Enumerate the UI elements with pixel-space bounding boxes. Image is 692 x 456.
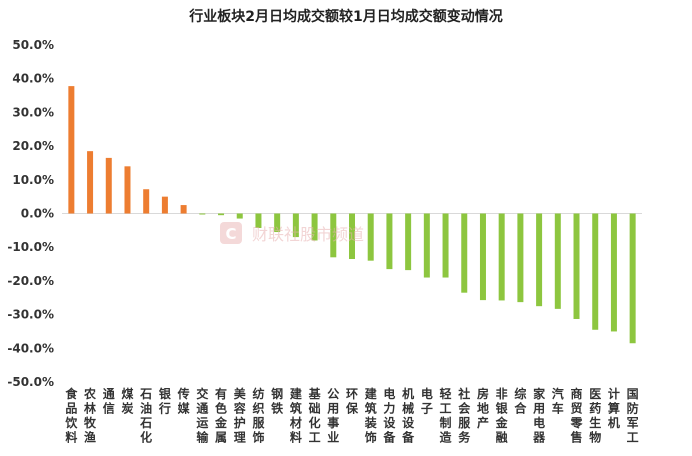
- y-axis: 50.0% 40.0% 30.0% 20.0% 10.0% 0.0% -10.0% -20.0…: [7, 38, 54, 389]
- bar-环保: [349, 213, 355, 259]
- x-tick-label: 公用事业: [326, 387, 339, 445]
- bar-机械设备: [405, 213, 412, 271]
- x-tick-label: 美容护理: [233, 386, 247, 445]
- x-tick-label: 社会服务: [457, 386, 471, 445]
- bar-国防军工: [629, 213, 636, 344]
- y-tick-label: -20.0%: [7, 274, 54, 288]
- bar-商贸零售: [573, 213, 580, 319]
- bar-非银金融: [498, 213, 505, 301]
- bar-建筑装饰: [367, 213, 374, 261]
- y-tick-label: 40.0%: [12, 72, 54, 86]
- bar-银行: [161, 196, 168, 214]
- x-tick-label: 计算机: [608, 386, 620, 430]
- x-tick-label: 汽车: [552, 386, 564, 416]
- x-tick-label: 非银金融: [495, 386, 509, 445]
- bar-基础化工: [311, 213, 318, 241]
- bar-社会服务: [461, 213, 468, 293]
- y-tick-label: -30.0%: [7, 308, 54, 322]
- x-tick-label: 煤炭: [121, 386, 133, 416]
- watermark-badge-letter: C: [225, 225, 236, 243]
- x-tick-label: 国防军工: [627, 387, 639, 445]
- x-tick-label: 家用电器: [532, 386, 546, 445]
- x-tick-label: 电子: [421, 386, 433, 416]
- bar-家用电器: [536, 213, 543, 307]
- bar-石油石化: [143, 189, 150, 214]
- y-tick-label: 20.0%: [12, 139, 54, 153]
- bar-电子: [423, 213, 430, 278]
- bar-电力设备: [386, 213, 393, 270]
- bar-钢铁: [274, 213, 281, 233]
- x-tick-label: 房地产: [477, 386, 489, 430]
- bar-医药生物: [592, 213, 599, 330]
- watermark-text: 财联社股市频道: [252, 225, 364, 244]
- x-tick-label: 食品饮料: [64, 386, 78, 445]
- y-tick-label: -50.0%: [7, 375, 54, 389]
- y-tick-label: 0.0%: [21, 207, 54, 221]
- x-tick-label: 电力设备: [382, 386, 396, 445]
- x-tick-label: 纺织服饰: [252, 386, 265, 445]
- x-tick-label: 医药生物: [589, 387, 601, 445]
- x-tick-label: 环保: [345, 387, 359, 416]
- bar-交通运输: [199, 213, 206, 215]
- x-tick-label: 机械设备: [401, 386, 415, 445]
- x-tick-label: 轻工制造: [440, 386, 453, 445]
- x-axis: 食品饮料农林牧渔通信煤炭石油石化银行传媒交通运输有色金属美容护理纺织服饰钢铁建筑…: [64, 386, 638, 445]
- y-tick-label: 30.0%: [12, 105, 54, 119]
- bar-煤炭: [124, 166, 131, 214]
- x-tick-label: 商贸零售: [570, 386, 584, 445]
- bar-计算机: [610, 213, 617, 332]
- x-tick-label: 综合: [514, 386, 527, 416]
- bars: [68, 86, 636, 344]
- bar-农林牧渔: [87, 151, 94, 214]
- x-tick-label: 农林牧渔: [83, 386, 97, 445]
- x-tick-label: 传媒: [177, 386, 191, 416]
- bar-通信: [105, 157, 112, 214]
- bar-美容护理: [236, 213, 243, 219]
- x-tick-label: 基础化工: [308, 386, 322, 445]
- bar-有色金属: [218, 213, 225, 216]
- y-tick-label: -40.0%: [7, 341, 54, 355]
- x-tick-label: 银行: [158, 386, 172, 416]
- y-tick-label: -10.0%: [7, 240, 54, 254]
- bar-建筑材料: [292, 213, 299, 238]
- bar-食品饮料: [68, 86, 75, 214]
- watermark-badge-icon: [220, 222, 242, 244]
- bar-汽车: [554, 213, 561, 309]
- chart-title: 行业板块2月日均成交额较1月日均成交额变动情况: [188, 8, 502, 25]
- x-tick-label: 建筑材料: [289, 386, 303, 445]
- bar-公用事业: [330, 213, 337, 258]
- bar-纺织服饰: [255, 213, 262, 228]
- x-tick-label: 有色金属: [214, 386, 228, 445]
- x-tick-label: 钢铁: [271, 386, 283, 416]
- watermark: C 财联社股市频道: [220, 222, 364, 244]
- x-tick-label: 通信: [103, 386, 115, 416]
- x-tick-label: 石油石化: [139, 387, 152, 445]
- y-tick-label: 10.0%: [12, 173, 54, 187]
- y-tick-label: 50.0%: [12, 38, 54, 52]
- x-tick-label: 交通运输: [196, 386, 209, 445]
- bar-轻工制造: [442, 213, 449, 278]
- bar-综合: [517, 213, 524, 303]
- bar-房地产: [479, 213, 486, 301]
- bar-传媒: [180, 205, 187, 214]
- x-tick-label: 建筑装饰: [364, 386, 378, 445]
